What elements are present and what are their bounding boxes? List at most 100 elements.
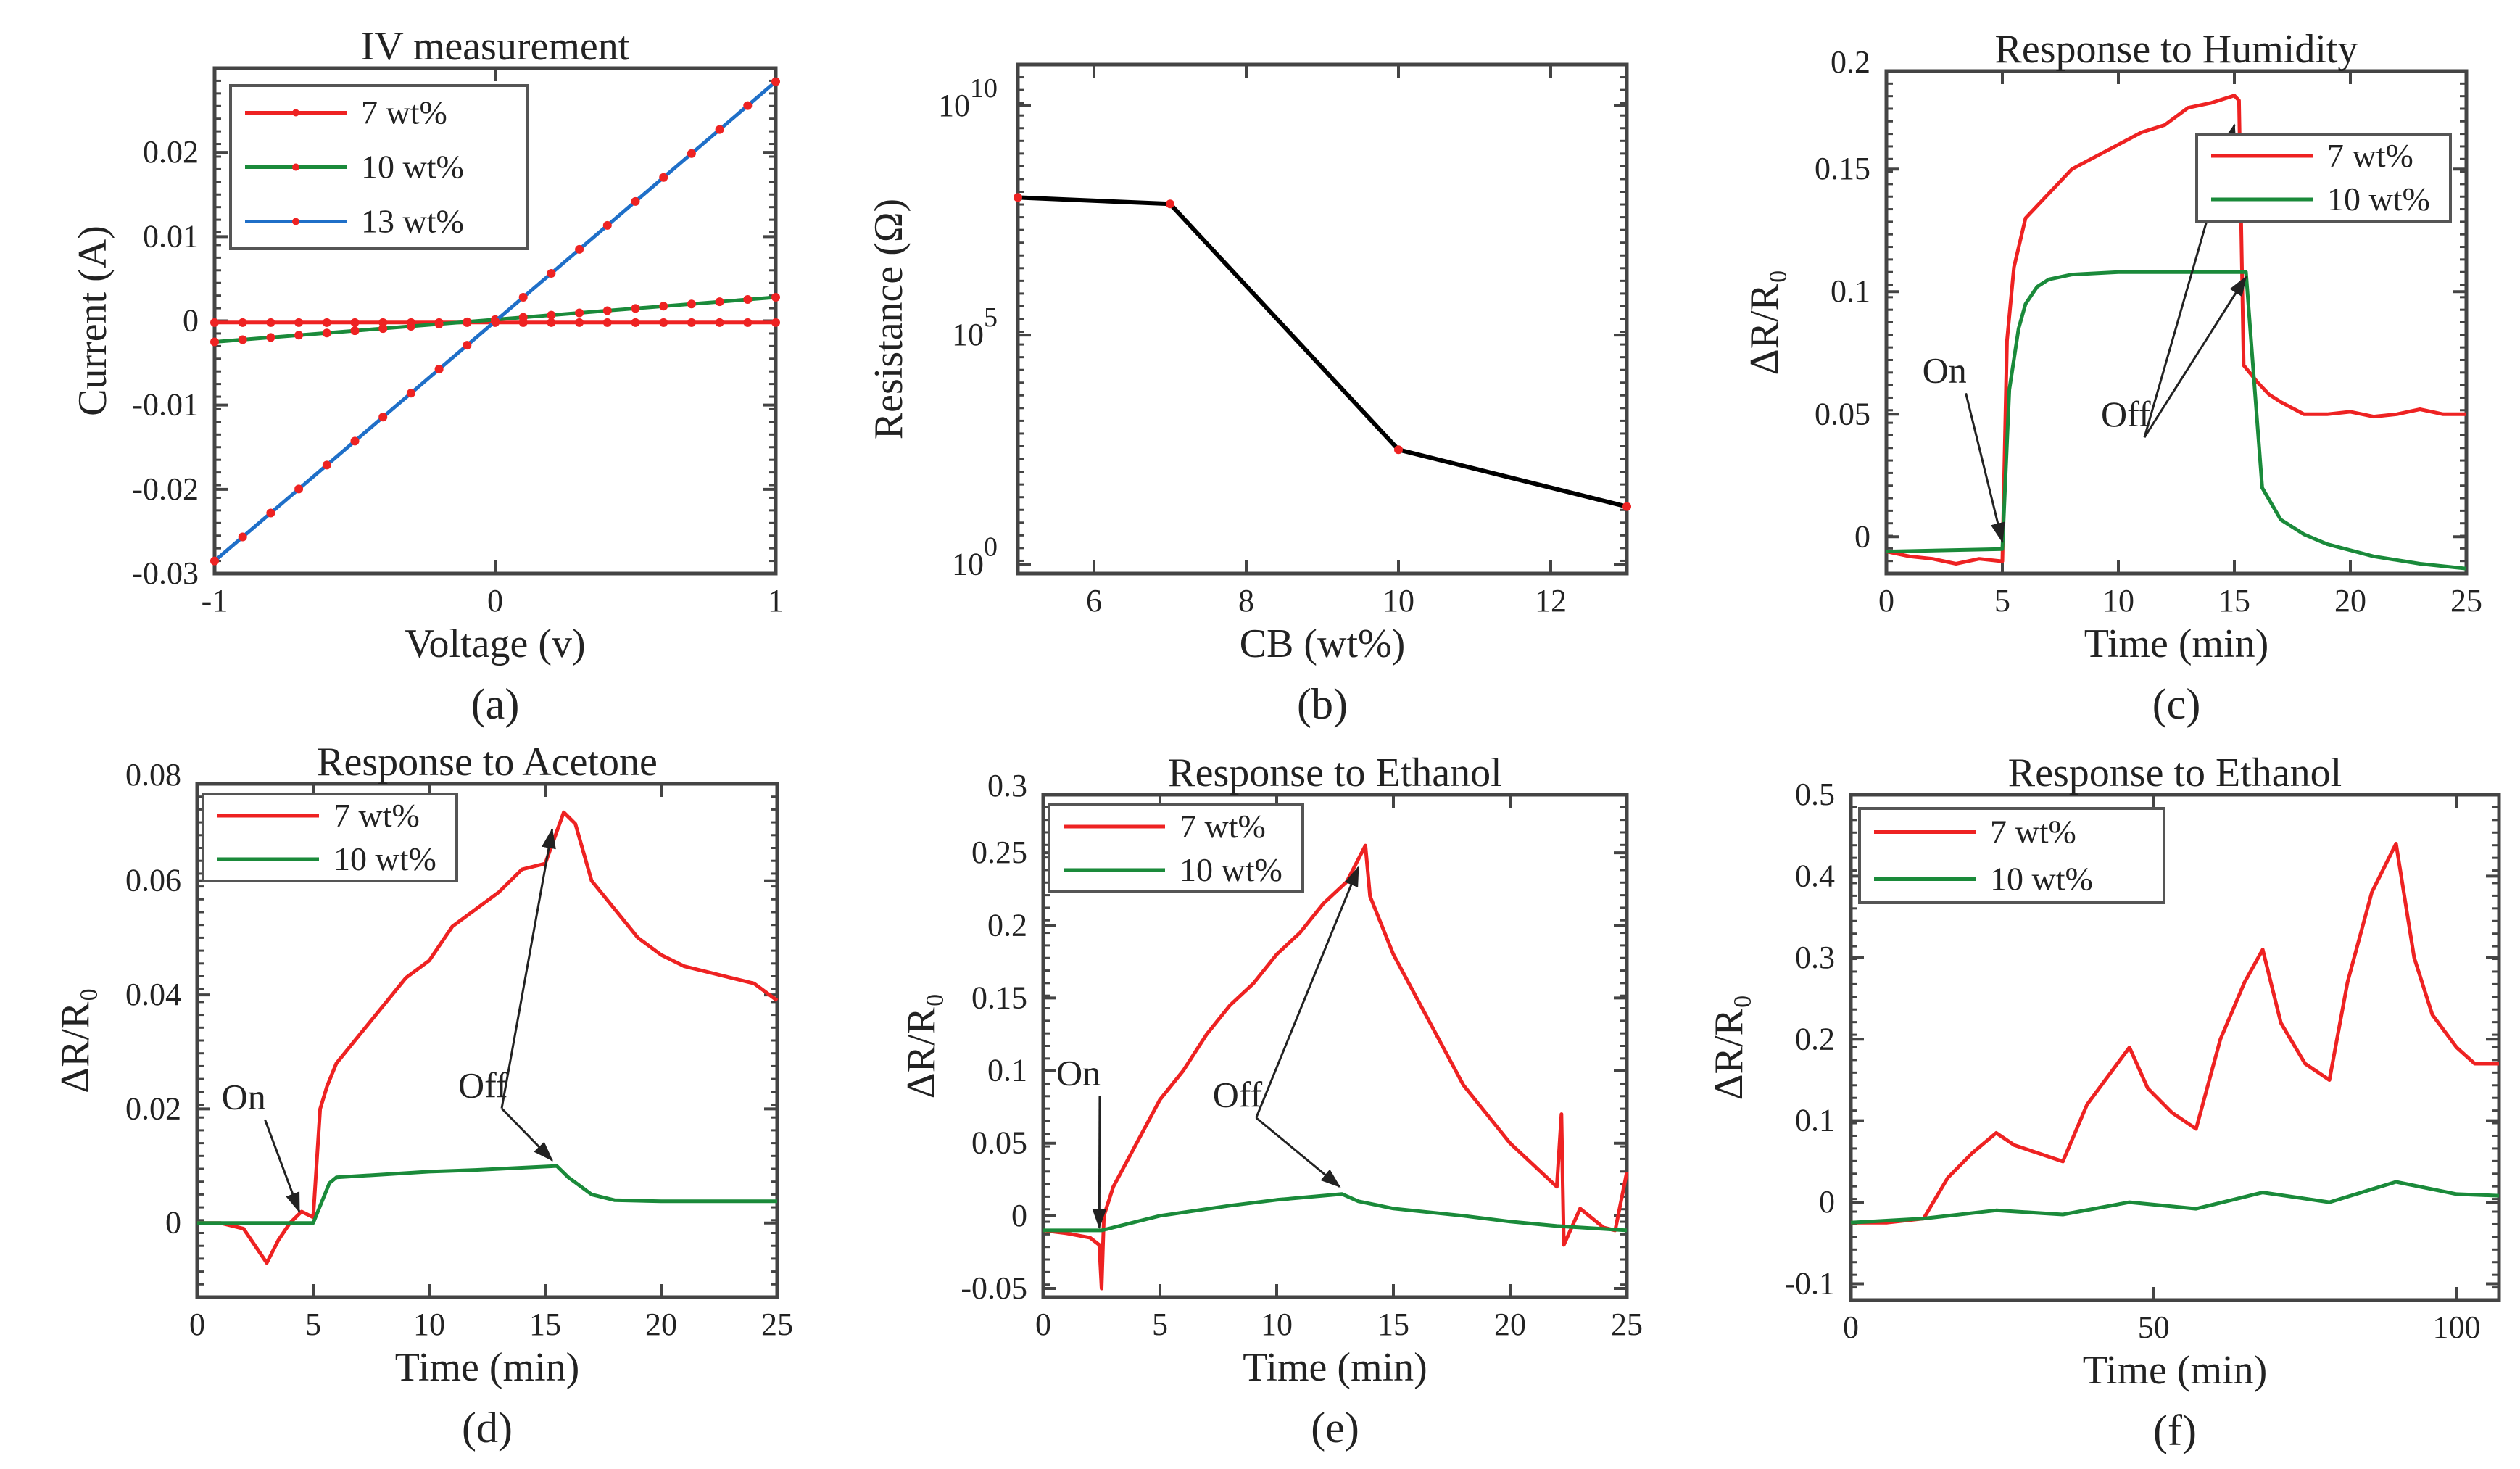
y-tick-label: 0 (1854, 518, 1870, 554)
data-point (378, 324, 388, 334)
y-tick-label: 0.5 (1795, 777, 1835, 812)
y-axis-label: Current (A) (70, 225, 115, 416)
panel-label: (d) (462, 1404, 513, 1452)
chart-c: 0 5 10 15 20 25 0.2 0.15 0.1 0.05 0 Response to Hum… (1742, 27, 2482, 728)
data-point (434, 365, 444, 374)
y-tick-label: 0.2 (1831, 44, 1870, 80)
data-point (602, 318, 612, 327)
legend-label: 7 wt% (1180, 808, 1266, 845)
annotation-arrow (2143, 276, 2247, 438)
y-tick-label: 0.06 (125, 863, 181, 898)
data-point (322, 460, 331, 470)
x-tick-label: 0 (1878, 583, 1894, 618)
y-tick-label: 0.3 (1795, 940, 1835, 975)
annotation-arrow (1255, 1117, 1341, 1188)
y-tick-label: -0.02 (132, 471, 199, 507)
x-tick-label: 0 (189, 1307, 205, 1342)
y-tick-base: 10 (952, 317, 984, 352)
x-tick-label: 12 (1535, 583, 1567, 618)
data-point (322, 328, 331, 338)
data-point (266, 318, 275, 327)
data-point (687, 299, 696, 309)
x-axis-label: Time (min) (2083, 1348, 2268, 1393)
x-tick-label: 20 (1494, 1307, 1526, 1342)
panel-label: (b) (1297, 680, 1348, 728)
y-tick-label: 0.15 (1815, 151, 1870, 186)
data-point (294, 331, 304, 340)
x-tick-label: 10 (2102, 583, 2134, 618)
legend-label: 7 wt% (1990, 814, 2076, 851)
data-point (602, 220, 612, 230)
x-tick-label: 5 (305, 1307, 321, 1342)
legend-label: 7 wt% (361, 94, 447, 131)
y-tick-label: 0.3 (987, 768, 1027, 803)
data-point (631, 304, 640, 313)
legend: 7 wt% 10 wt% 13 wt% (229, 84, 529, 250)
chart-title: Response to Ethanol (1168, 750, 1501, 795)
y-tick-label: 0.01 (143, 218, 199, 254)
legend-marker (292, 163, 299, 171)
y-tick-label: -0.01 (132, 387, 199, 423)
data-point (350, 318, 360, 327)
x-axis-label: Time (min) (1243, 1345, 1427, 1390)
x-axis-label: Time (min) (2084, 621, 2269, 666)
x-tick-label: 0 (1035, 1307, 1051, 1342)
data-point (266, 508, 275, 518)
x-axis-label: Time (min) (395, 1345, 580, 1390)
y-tick-label: 0.4 (1795, 858, 1835, 893)
legend-box (2195, 133, 2452, 223)
data-point (631, 318, 640, 327)
data-point (406, 321, 415, 331)
chart-d: 0 5 10 15 20 25 0.08 0.06 0.04 0.02 0 Response to A… (53, 740, 793, 1452)
x-tick-label: 25 (2450, 583, 2482, 618)
legend-marker (292, 109, 299, 117)
x-tick-label: 0 (487, 583, 503, 618)
chart-a: -1 0 1 0.02 0.01 0 -0.01 -0.02 -0.03 IV measureme… (70, 24, 784, 728)
data-point (547, 318, 556, 327)
data-point (547, 268, 556, 278)
chart-e: 0 5 10 15 20 250.30.250.20.150.10.050-0.05Res… (899, 750, 1643, 1452)
y-axis-label: ΔR/R₀ (899, 993, 944, 1099)
annotation-label: Off (458, 1065, 508, 1106)
plot-frame (1016, 62, 1629, 576)
x-tick-label: 8 (1238, 583, 1254, 618)
y-tick-label: -0.05 (961, 1270, 1027, 1306)
data-point (378, 413, 388, 422)
data-point (715, 125, 724, 134)
legend-label: 10 wt% (361, 149, 464, 186)
data-point (687, 149, 696, 158)
annotation-label: On (222, 1076, 266, 1117)
annotation-arrow (1965, 392, 2005, 543)
x-tick-label: 10 (413, 1307, 445, 1342)
legend-label: 10 wt% (2327, 181, 2430, 218)
annotation-arrow (264, 1119, 301, 1213)
legend-label: 7 wt% (2327, 137, 2413, 174)
y-tick-label: 0.2 (987, 907, 1027, 943)
x-tick-label: 10 (1261, 1307, 1293, 1342)
x-tick-label: 10 (1383, 583, 1414, 618)
data-point (715, 297, 724, 307)
data-point (575, 244, 584, 254)
annotation-label: Off (1213, 1075, 1263, 1115)
data-point (771, 292, 780, 302)
panel-label: (e) (1311, 1404, 1359, 1452)
annotation-arrow (500, 827, 556, 1109)
y-tick-label: 105 (952, 302, 998, 352)
data-point (518, 293, 528, 302)
data-point (294, 484, 304, 494)
y-tick-label: 0.05 (1815, 396, 1870, 431)
data-point (659, 173, 668, 182)
y-tick-label: 0 (165, 1205, 181, 1241)
y-axis-label: Resistance (Ω) (866, 199, 911, 439)
legend-label: 10 wt% (1990, 861, 2093, 898)
data-point (378, 318, 388, 327)
data-point (266, 333, 275, 342)
data-point (575, 318, 584, 327)
data-point (238, 335, 247, 344)
annotation-arrow (1255, 866, 1360, 1119)
data-point (743, 318, 753, 327)
annotation-label: On (1056, 1053, 1101, 1093)
x-axis-label: Voltage (v) (405, 621, 585, 666)
